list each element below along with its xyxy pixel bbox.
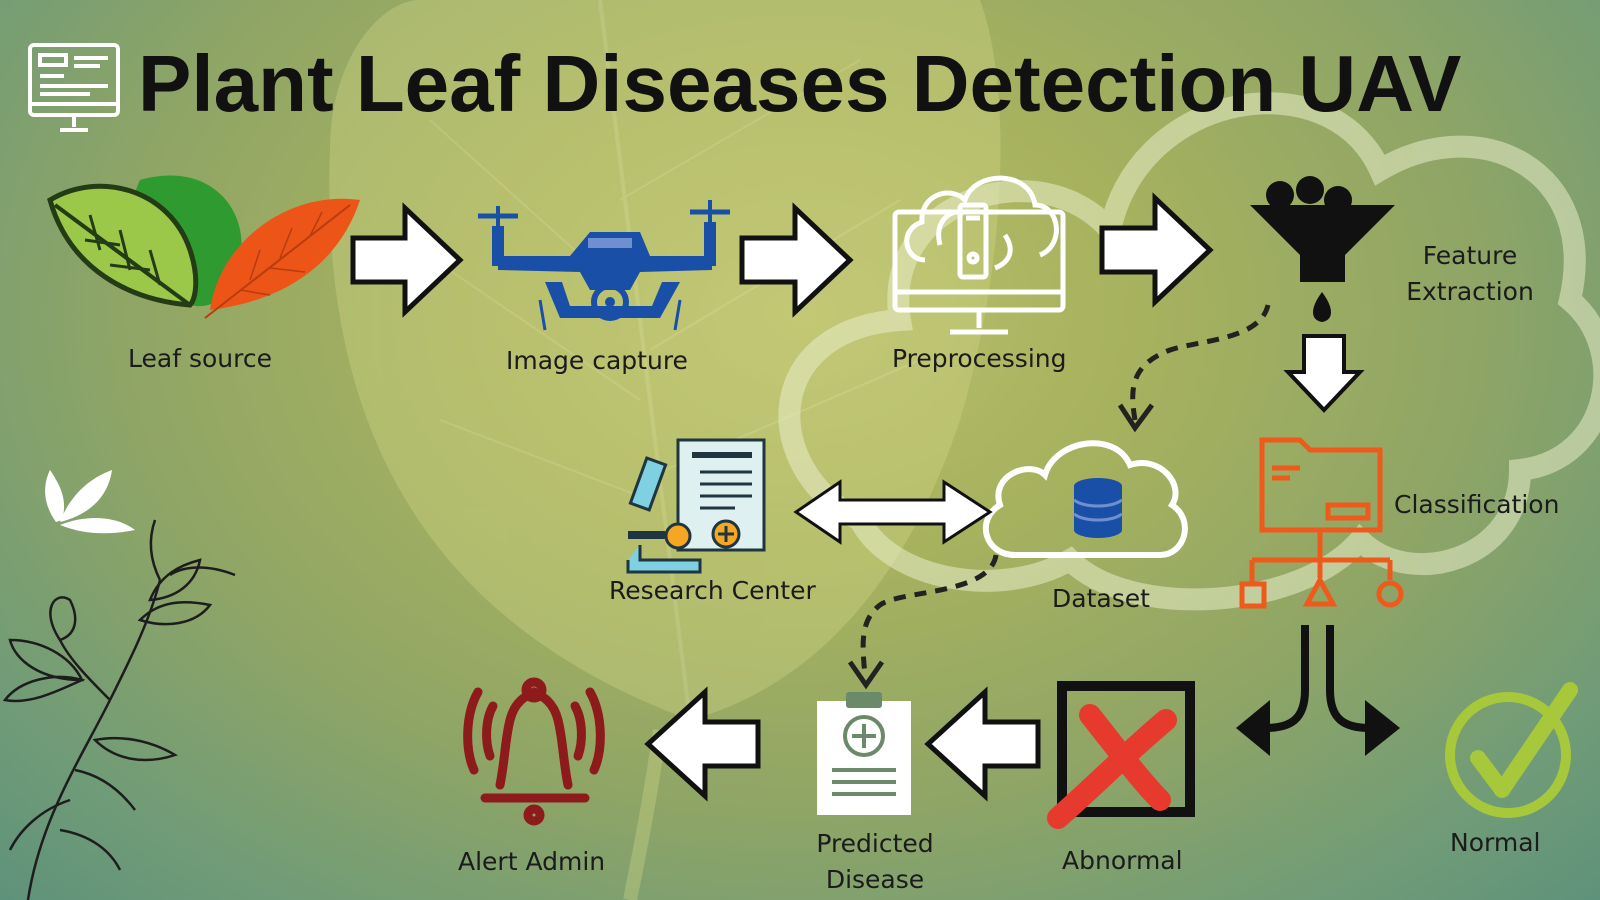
logo-leaf-icon — [45, 470, 135, 534]
arrow-predicted-to-alert — [644, 686, 761, 802]
label-leaf-source: Leaf source — [128, 344, 272, 373]
double-arrow-research-dataset — [793, 479, 993, 545]
split-arrows — [1264, 625, 1371, 732]
cross-box-icon — [1047, 681, 1195, 829]
dashed-arrow-dataset-to-predicted — [860, 554, 999, 676]
research-icon — [626, 438, 766, 574]
label-normal: Normal — [1450, 828, 1541, 857]
funnel-icon — [1250, 176, 1395, 322]
arrow-capture-to-preprocessing — [739, 202, 854, 318]
label-feature-extraction-line1: Feature — [1422, 241, 1518, 270]
label-predicted-disease-line2: Disease — [825, 865, 925, 894]
label-alert-admin: Alert Admin — [458, 847, 606, 876]
arrow-leaf-to-capture — [350, 202, 464, 318]
leaf-source-icon — [47, 175, 360, 319]
label-abnormal: Abnormal — [1062, 846, 1183, 875]
page-title: Plant Leaf Diseases Detection UAV — [138, 39, 1462, 128]
check-icon — [1445, 682, 1578, 818]
label-dataset: Dataset — [1052, 584, 1150, 613]
label-preprocessing: Preprocessing — [892, 344, 1067, 373]
drone-icon — [478, 200, 730, 331]
arrow-preprocessing-to-feature — [1099, 192, 1214, 308]
arrow-feature-to-classification — [1283, 334, 1365, 413]
label-research-center: Research Center — [609, 576, 816, 605]
label-feature-extraction-line2: Extraction — [1406, 277, 1534, 306]
monitor-icon — [28, 43, 120, 132]
cloud-computer-icon — [892, 175, 1066, 335]
background-leaf — [329, 0, 1001, 900]
background-cloud-outline — [778, 92, 1600, 611]
label-feature-extraction: Feature Extraction — [1400, 238, 1540, 310]
label-predicted-disease-line1: Predicted — [816, 829, 934, 858]
label-classification: Classification — [1394, 490, 1560, 519]
bell-icon — [463, 677, 605, 826]
classification-tree-icon — [1239, 437, 1404, 609]
plant-sprig-icon — [2, 519, 236, 900]
label-predicted-disease: Predicted Disease — [800, 826, 950, 898]
label-image-capture: Image capture — [506, 346, 688, 375]
dashed-arrow-feature-to-dataset — [1130, 304, 1271, 421]
clipboard-icon — [817, 692, 911, 815]
database-cloud-icon — [982, 440, 1188, 558]
arrow-abnormal-to-predicted — [924, 686, 1041, 802]
